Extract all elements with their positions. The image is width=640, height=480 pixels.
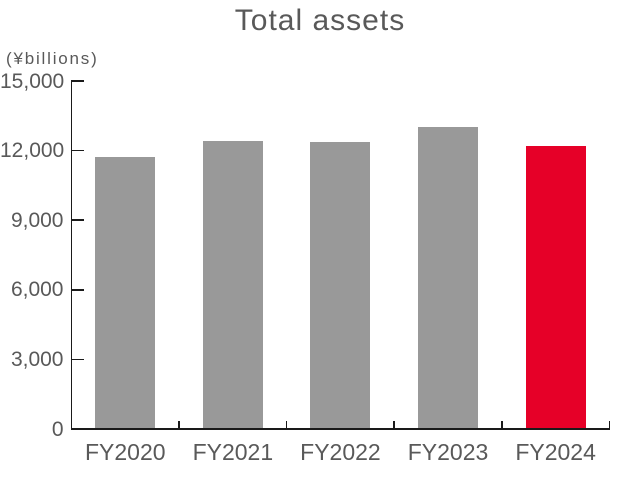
y-axis-unit-label: (¥billions) bbox=[6, 49, 99, 68]
x-axis-label-FY2023: FY2023 bbox=[407, 439, 489, 465]
x-axis-tick bbox=[178, 420, 180, 429]
y-axis-tick bbox=[71, 149, 84, 152]
y-axis-tick-label: 6,000 bbox=[10, 278, 64, 302]
x-axis-label-FY2020: FY2020 bbox=[85, 439, 166, 465]
bar-FY2021 bbox=[202, 141, 263, 429]
y-axis-tick bbox=[71, 289, 84, 291]
y-axis-tick-label: 12,000 bbox=[0, 139, 65, 163]
y-axis-tick-label: 0 bbox=[51, 417, 64, 441]
x-axis-label-FY2021: FY2021 bbox=[192, 439, 274, 465]
y-axis-tick bbox=[71, 358, 84, 361]
y-axis-line bbox=[70, 80, 73, 430]
y-axis-tick bbox=[71, 80, 84, 82]
y-axis-tick-label: 9,000 bbox=[10, 208, 64, 232]
bar-FY2023 bbox=[418, 126, 479, 429]
x-axis-tick bbox=[608, 420, 611, 429]
x-axis-label-FY2024: FY2024 bbox=[515, 439, 596, 465]
y-axis-tick-label: 15,000 bbox=[0, 69, 65, 93]
x-axis-tick bbox=[285, 420, 288, 429]
chart-title: Total assets bbox=[234, 4, 406, 37]
x-axis-line bbox=[70, 428, 611, 430]
x-axis-label-FY2022: FY2022 bbox=[300, 439, 381, 465]
y-axis-tick bbox=[71, 219, 84, 221]
bar-FY2024 bbox=[525, 145, 586, 429]
y-axis-tick-label: 3,000 bbox=[10, 347, 64, 371]
bar-FY2022 bbox=[310, 142, 371, 429]
x-axis-tick bbox=[393, 420, 395, 429]
bar-FY2020 bbox=[95, 157, 156, 429]
x-axis-tick bbox=[501, 420, 503, 429]
